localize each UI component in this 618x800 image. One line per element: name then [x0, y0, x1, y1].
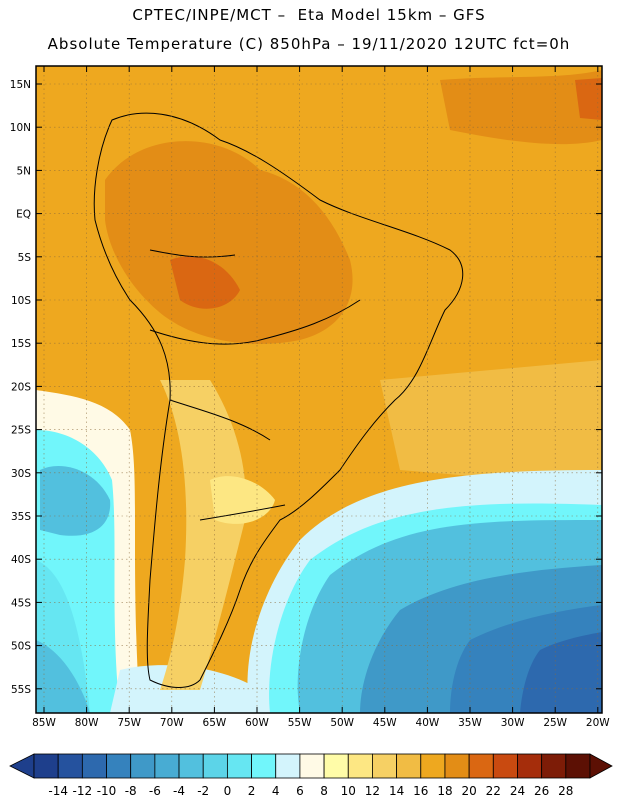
lat-label: 55S: [11, 684, 31, 696]
lat-label: 40S: [11, 554, 31, 566]
colorbar-label: 22: [486, 784, 501, 798]
lon-label: 65W: [203, 717, 227, 729]
lon-label: 80W: [75, 717, 99, 729]
colorbar-label: -14: [48, 784, 68, 798]
colorbar-label: 6: [296, 784, 304, 798]
lon-label: 45W: [373, 717, 397, 729]
lon-label: 60W: [245, 717, 269, 729]
lon-label: 25W: [543, 717, 567, 729]
colorbar-label: 20: [461, 784, 476, 798]
lon-label: 20W: [586, 717, 610, 729]
colorbar-label: 18: [437, 784, 452, 798]
colorbar-cell: [517, 753, 543, 779]
lat-label: 15S: [11, 338, 31, 350]
colorbar: [9, 753, 613, 779]
lat-label: 35S: [11, 511, 31, 523]
lat-label: EQ: [16, 209, 31, 221]
lat-label: 10S: [11, 295, 31, 307]
longitude-labels: 85W 80W 75W 70W 65W 60W 55W 50W 45W 40W 35W 30W 25W 2…: [32, 717, 610, 729]
lat-label: 10N: [10, 122, 31, 134]
lon-label: 85W: [32, 717, 56, 729]
colorbar-cell: [299, 753, 325, 779]
colorbar-right-arrow: [589, 753, 613, 779]
lat-label: 50S: [11, 641, 31, 653]
map-subtitle: Absolute Temperature (C) 850hPa – 19/11/…: [47, 35, 571, 53]
colorbar-label: 24: [510, 784, 525, 798]
lon-label: 70W: [160, 717, 184, 729]
colorbar-label: 2: [248, 784, 256, 798]
colorbar-cell: [541, 753, 567, 779]
colorbar-cell: [57, 753, 83, 779]
colorbar-cell: [565, 753, 591, 779]
lon-label: 75W: [117, 717, 141, 729]
colorbar-cell: [372, 753, 398, 779]
colorbar-cell: [130, 753, 156, 779]
colorbar-label: -4: [173, 784, 185, 798]
colorbar-cell: [106, 753, 132, 779]
colorbar-cell: [396, 753, 422, 779]
lat-label: 20S: [11, 381, 31, 393]
colorbar-cell: [226, 753, 252, 779]
colorbar-cell: [468, 753, 494, 779]
lon-label: 55W: [288, 717, 312, 729]
colorbar-label: -2: [197, 784, 209, 798]
colorbar-cell: [323, 753, 349, 779]
colorbar-label: 28: [558, 784, 573, 798]
lat-label: 25S: [11, 425, 31, 437]
colorbar-label: 14: [389, 784, 404, 798]
colorbar-cell: [275, 753, 301, 779]
axis-ticks: [36, 66, 602, 713]
colorbar-label: 0: [224, 784, 232, 798]
colorbar-label: -8: [125, 784, 137, 798]
lat-label: 5N: [16, 165, 31, 177]
colorbar-label: 4: [272, 784, 280, 798]
colorbar-label: -12: [73, 784, 93, 798]
lon-label: 35W: [458, 717, 482, 729]
colorbar-cell: [251, 753, 277, 779]
latitude-labels: 15N 10N 5N EQ 5S 10S 15S 20S 25S 30S 35S 40S 45S 50S 5…: [10, 79, 32, 696]
colorbar-label: 10: [341, 784, 356, 798]
colorbar-label: -10: [97, 784, 117, 798]
colorbar-label: 26: [534, 784, 549, 798]
colorbar-cell: [202, 753, 228, 779]
colorbar-cell: [33, 753, 59, 779]
plot-frame: [35, 65, 603, 714]
lon-label: 50W: [330, 717, 354, 729]
temperature-field: [36, 66, 602, 713]
colorbar-label: -6: [149, 784, 161, 798]
map-title: CPTEC/INPE/MCT – Eta Model 15km – GFS: [132, 6, 486, 24]
colorbar-label: 8: [320, 784, 328, 798]
lon-label: 30W: [501, 717, 525, 729]
colorbar-label: 16: [413, 784, 428, 798]
colorbar-cell: [178, 753, 204, 779]
colorbar-cell: [492, 753, 518, 779]
colorbar-cell: [444, 753, 470, 779]
lat-label: 30S: [11, 468, 31, 480]
colorbar-label: 12: [365, 784, 380, 798]
colorbar-cell: [154, 753, 180, 779]
colorbar-cell: [81, 753, 107, 779]
lat-label: 15N: [10, 79, 31, 91]
colorbar-labels: -14 -12 -10 -8 -6 -4 -2 0 2 4 6 8 10 12 14 16 18 20 22 24 26…: [48, 784, 573, 798]
colorbar-left-arrow: [9, 753, 35, 779]
lon-label: 40W: [416, 717, 440, 729]
lat-label: 5S: [18, 252, 32, 264]
colorbar-cell: [420, 753, 446, 779]
lat-label: 45S: [11, 597, 31, 609]
colorbar-cell: [347, 753, 373, 779]
coastline: [93, 112, 464, 688]
